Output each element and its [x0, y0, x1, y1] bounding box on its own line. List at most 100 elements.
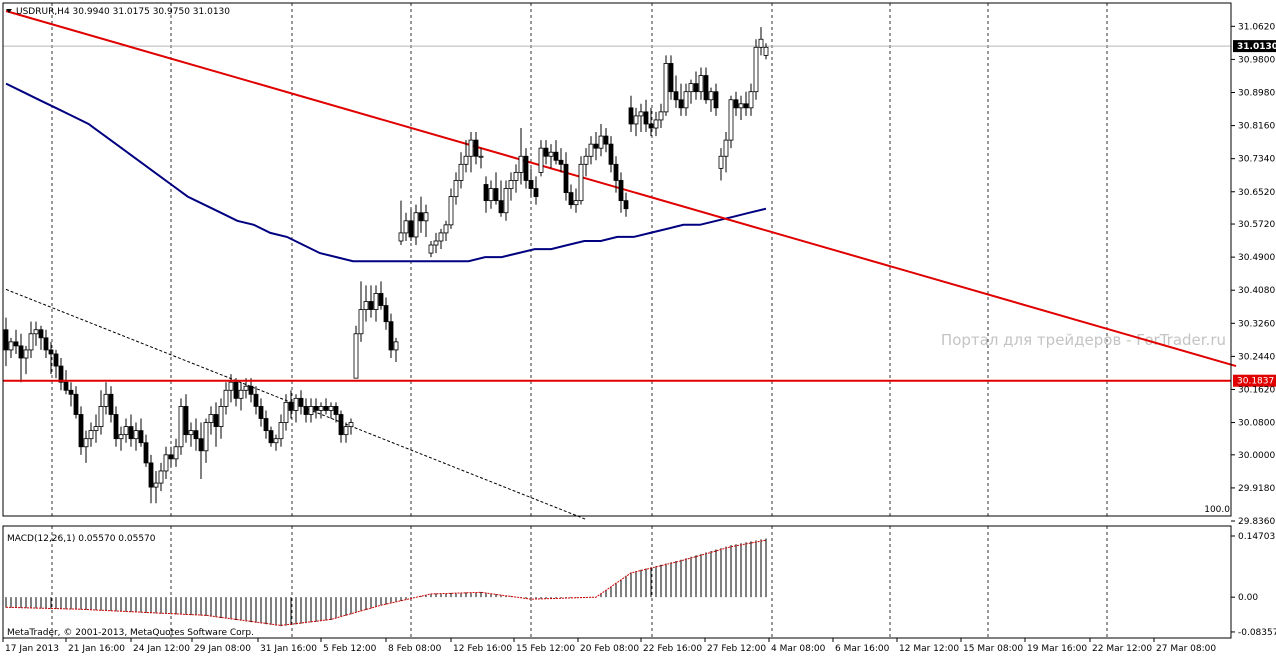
- horizontal-line-layer: 30.1837: [3, 374, 1276, 387]
- header-labels: USDRUR,H4 30.9940 31.0175 30.9750 31.013…: [6, 7, 1230, 638]
- candle: [108, 386, 114, 423]
- current-price-label: 31.0130: [1237, 42, 1276, 52]
- candle: [498, 180, 504, 217]
- macd-tick-label: -0.08357: [1238, 628, 1276, 638]
- candle: [428, 240, 434, 258]
- candle: [188, 422, 194, 447]
- time-label: 19 Mar 16:00: [1027, 644, 1087, 654]
- candle-body: [268, 430, 274, 444]
- candle-body: [308, 406, 314, 415]
- candle-body: [463, 155, 469, 165]
- candle-body: [8, 341, 14, 351]
- candle: [453, 172, 459, 205]
- candle: [643, 99, 649, 133]
- candle: [318, 402, 324, 419]
- candle: [268, 426, 274, 447]
- level-label: 100.0: [1204, 505, 1230, 515]
- candle: [563, 152, 569, 201]
- candle-body: [93, 426, 99, 432]
- candle-body: [473, 139, 479, 157]
- chevron-down-icon[interactable]: [6, 9, 12, 13]
- candle: [508, 172, 514, 201]
- candle-body: [213, 414, 219, 427]
- candle-body: [293, 397, 299, 411]
- candle-body: [723, 139, 729, 157]
- candle-body: [688, 83, 694, 93]
- moving-average-layer: [5, 82, 767, 263]
- price-tick-label: 30.1620: [1238, 385, 1275, 395]
- candle: [168, 446, 174, 467]
- candle: [678, 83, 684, 116]
- candle: [83, 430, 89, 463]
- candle: [503, 180, 509, 221]
- candle: [528, 168, 534, 197]
- candle-body: [468, 139, 474, 157]
- candle-body: [758, 38, 764, 48]
- candle: [8, 337, 14, 358]
- candle: [98, 390, 104, 435]
- candle: [343, 422, 349, 443]
- candle-body: [118, 434, 124, 440]
- candle-body: [298, 397, 304, 407]
- chart-frame: [2, 2, 1232, 639]
- candle: [213, 402, 219, 447]
- candle: [538, 140, 544, 177]
- candle-body: [263, 418, 269, 432]
- candle-body: [623, 200, 629, 210]
- price-tick-label: 29.9180: [1238, 484, 1275, 494]
- time-label: 22 Mar 12:00: [1092, 644, 1152, 654]
- time-label: 17 Jan 2013: [5, 644, 59, 654]
- candle: [398, 200, 404, 246]
- candle: [333, 402, 339, 423]
- candle-body: [333, 406, 339, 415]
- candle: [148, 454, 154, 504]
- candle-body: [563, 163, 569, 193]
- candle-body: [603, 135, 609, 145]
- candle: [388, 313, 394, 358]
- candle: [438, 228, 444, 250]
- candle-body: [598, 135, 604, 149]
- candle-body: [373, 293, 379, 310]
- candle-body: [728, 99, 734, 141]
- macd-tick-label: 0.14703: [1238, 532, 1275, 542]
- candle-body: [73, 393, 79, 415]
- time-label: 27 Feb 12:00: [707, 644, 766, 654]
- candle-body: [733, 99, 739, 109]
- candle: [368, 285, 374, 318]
- candle-body: [363, 301, 369, 310]
- candle: [383, 297, 389, 330]
- candle: [633, 107, 639, 137]
- candle: [103, 382, 109, 415]
- candle-body: [443, 224, 449, 234]
- candle-body: [183, 406, 189, 436]
- candle: [273, 434, 279, 451]
- candle-body: [528, 180, 534, 189]
- candle: [578, 156, 584, 205]
- time-label: 15 Mar 08:00: [963, 644, 1023, 654]
- candle: [478, 148, 484, 169]
- candle-body: [228, 381, 234, 391]
- candle: [183, 394, 189, 443]
- candle: [658, 103, 664, 129]
- candle-body: [693, 83, 699, 93]
- candle: [328, 402, 334, 419]
- candle-body: [408, 220, 414, 238]
- candle: [718, 148, 724, 181]
- candle-body: [613, 163, 619, 181]
- candle-body: [673, 91, 679, 101]
- candle: [573, 188, 579, 213]
- candle: [203, 418, 209, 463]
- candle-body: [493, 188, 499, 202]
- candle: [18, 333, 24, 383]
- candle: [358, 281, 364, 342]
- candle: [553, 140, 559, 165]
- candle-body: [388, 321, 394, 351]
- candle: [588, 136, 594, 165]
- candle: [308, 398, 314, 423]
- candle: [673, 75, 679, 108]
- time-label: 21 Jan 16:00: [68, 644, 125, 654]
- price-tick-label: 30.0800: [1238, 419, 1275, 429]
- candle-body: [273, 438, 279, 444]
